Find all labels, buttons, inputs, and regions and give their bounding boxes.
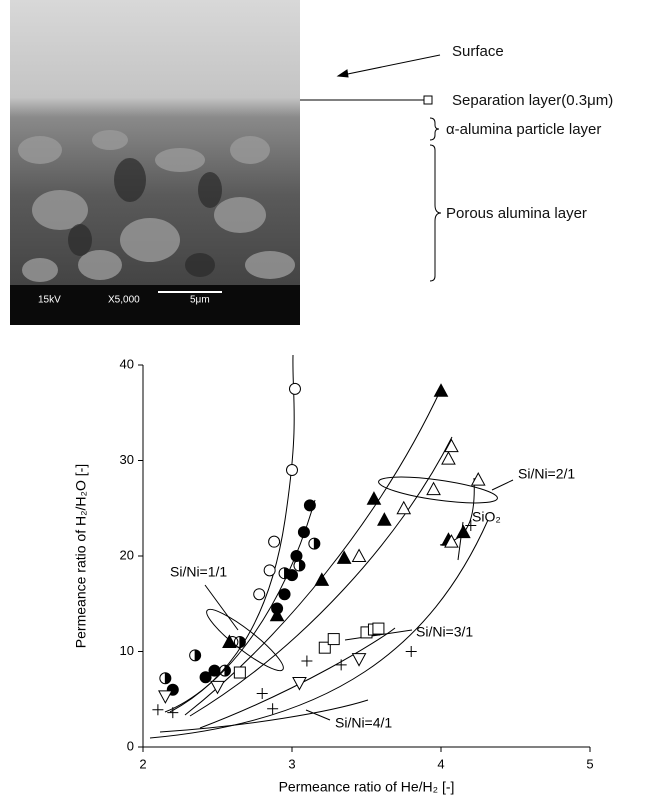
point [167,707,179,719]
sem-labels: Surface Separation layer(0.3μm) α-alumin… [446,43,613,222]
point [288,382,301,395]
point [293,559,306,572]
point [426,481,441,496]
sem-label: α-alumina particle layer [446,121,601,138]
y-tick-label: 30 [120,452,134,467]
point [314,572,330,586]
y-tick-label: 0 [127,738,134,753]
point [470,472,486,486]
point [233,666,246,679]
x-axis-title: Permeance ratio of He/H₂ [-] [279,779,455,795]
point [233,635,246,648]
y-tick-label: 10 [120,643,134,658]
annotation: Si/Ni=1/1 [170,564,227,580]
y-axis-title: Permeance ratio of H₂/H₂O [-] [73,464,89,648]
point [222,634,237,648]
point [456,524,471,539]
sem-label: Porous alumina layer [446,205,587,222]
point [152,704,164,716]
point [377,512,392,526]
x-tick-label: 5 [586,756,593,771]
point [444,534,459,548]
x-tick-label: 4 [437,756,444,771]
point [444,438,459,453]
point [327,633,340,646]
sem-callouts [300,54,442,282]
point [318,641,331,654]
annotation: Si/Ni=2/1 [518,466,575,482]
chart: 0 10 20 30 40 2 3 4 5 Permeance ratio of He/H₂ [-… [73,356,594,794]
annotation: Si/Ni=3/1 [416,624,473,640]
annotation: Si/Ni=4/1 [335,715,392,731]
x-tick-label: 2 [139,756,146,771]
point [253,588,266,601]
sem-scale-text: X5,000 [108,295,140,306]
x-tick-label: 3 [288,756,295,771]
point [268,535,281,548]
sem-scale-text: 15kV [38,295,61,306]
point [189,649,202,662]
point [405,646,417,657]
point [301,655,313,667]
point [308,537,321,550]
point [278,567,291,580]
y-tick-label: 40 [120,356,134,371]
point [292,677,307,691]
point [208,664,221,677]
point [351,653,367,667]
point [263,564,276,577]
sem-label: Surface [452,43,504,60]
point [297,526,310,539]
point [441,451,456,465]
sem-scale: 15kV X5,000 5μm [38,295,210,306]
sem-image [10,0,300,325]
point [372,622,385,635]
point [465,519,477,531]
sem-scale-text: 5μm [190,295,210,306]
annotation: SiO₂ [472,509,501,525]
point [267,703,279,715]
point [303,499,316,512]
point [210,680,225,695]
point [351,548,367,562]
point [366,491,382,505]
point [158,690,173,704]
point [396,500,412,515]
point [199,671,212,684]
point [159,672,172,685]
point [219,664,231,677]
point [256,688,268,700]
point [269,607,285,622]
sem-label: Separation layer(0.3μm) [452,92,613,109]
point [278,588,291,601]
y-tick-label: 20 [120,547,134,562]
point [433,383,449,397]
point [336,550,352,564]
point [286,464,298,477]
point [335,659,347,671]
